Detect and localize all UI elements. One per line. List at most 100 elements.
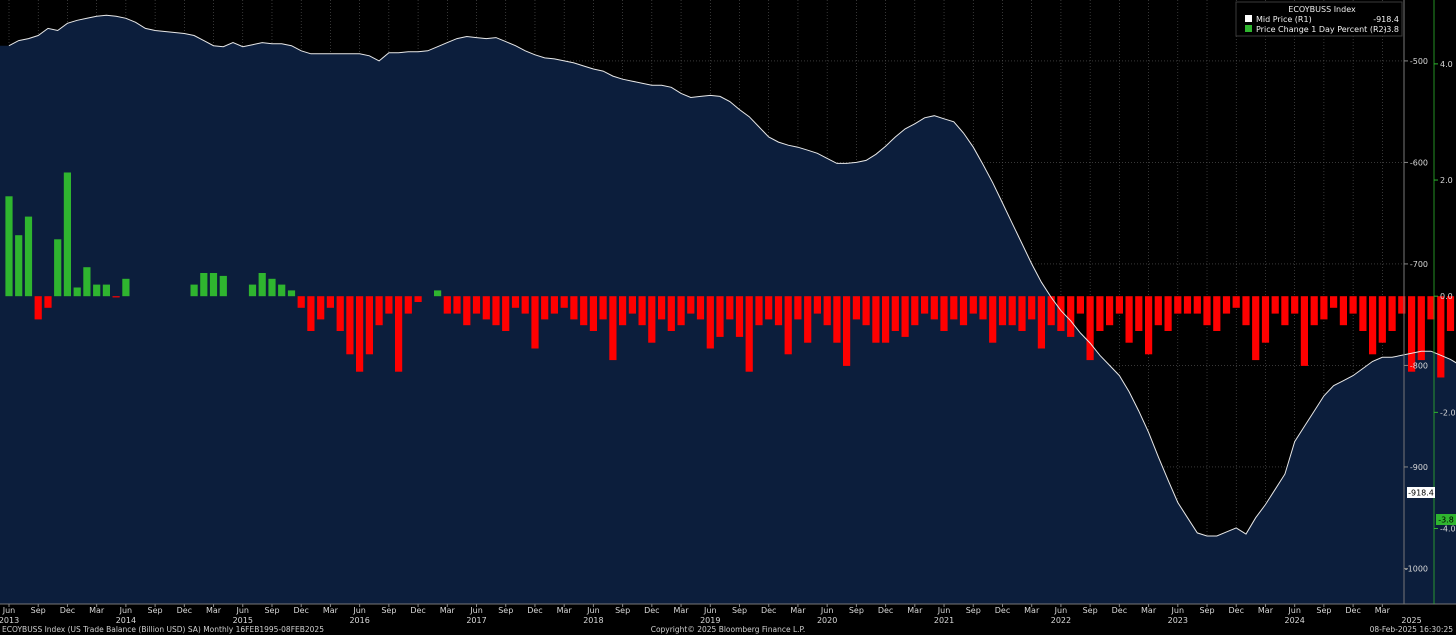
bar bbox=[443, 296, 451, 314]
bar bbox=[580, 296, 588, 326]
bar bbox=[599, 296, 607, 320]
bar bbox=[365, 296, 373, 355]
r1-tick-label: -500 bbox=[1410, 57, 1428, 66]
r1-tick-label: -700 bbox=[1410, 260, 1428, 269]
bar bbox=[1076, 296, 1084, 314]
legend-title: ECOYBUSS Index bbox=[1288, 5, 1356, 14]
x-tick-label: Dec bbox=[1345, 606, 1360, 615]
bar bbox=[1242, 296, 1250, 326]
x-tick-label: Jun bbox=[820, 606, 834, 615]
bar bbox=[463, 296, 471, 326]
r1-axis: -500 -600 -700 -800 -900 -1000 bbox=[1404, 57, 1428, 573]
x-tick-label: Mar bbox=[323, 606, 339, 615]
bar bbox=[794, 296, 802, 320]
x-year-label: 2022 bbox=[1051, 616, 1071, 625]
legend: ECOYBUSS Index Mid Price (R1) -918.4 Pri… bbox=[1235, 1, 1403, 37]
bar bbox=[570, 296, 578, 320]
bar bbox=[278, 284, 286, 297]
x-tick-label: Sep bbox=[1083, 606, 1098, 615]
bar bbox=[24, 216, 33, 297]
x-tick-label: Sep bbox=[148, 606, 163, 615]
last-change-badge: -3.8 bbox=[1436, 514, 1456, 525]
x-tick-label: Jun bbox=[1287, 606, 1301, 615]
bar bbox=[852, 296, 860, 320]
x-tick-label: Dec bbox=[878, 606, 893, 615]
bar bbox=[706, 296, 714, 349]
x-axis: Jun Sep Dec Mar Jun Sep Dec Mar Jun Sep Dec Mar Jun S… bbox=[0, 604, 1422, 625]
x-tick-label: Jun bbox=[1054, 606, 1068, 615]
bar bbox=[404, 296, 412, 314]
bar bbox=[93, 284, 101, 297]
bar bbox=[395, 296, 403, 372]
x-tick-label: Dec bbox=[293, 606, 308, 615]
bar bbox=[541, 296, 549, 320]
x-year-label: 2017 bbox=[466, 616, 486, 625]
x-tick-label: Mar bbox=[440, 606, 456, 615]
bar bbox=[44, 296, 52, 308]
bar bbox=[774, 296, 783, 326]
bar bbox=[1145, 296, 1153, 355]
bar bbox=[1359, 296, 1367, 331]
x-tick-label: Jun bbox=[469, 606, 483, 615]
footer-source: ECOYBUSS Index (US Trade Balance (Billio… bbox=[2, 625, 324, 634]
bar bbox=[862, 296, 870, 326]
bar bbox=[930, 296, 938, 320]
mid-price-line bbox=[8, 14, 1456, 537]
x-tick-label: Mar bbox=[1141, 606, 1157, 615]
bar bbox=[813, 296, 821, 314]
bar bbox=[716, 296, 724, 337]
bar bbox=[112, 296, 120, 298]
last-price-badge: -918.4 bbox=[1407, 487, 1435, 498]
bar bbox=[658, 296, 666, 320]
bar bbox=[969, 296, 977, 314]
bar bbox=[609, 296, 617, 361]
legend-swatch-mid-price bbox=[1245, 15, 1252, 22]
footer-copyright: Copyright© 2025 Bloomberg Finance L.P. bbox=[651, 625, 806, 634]
bar bbox=[34, 296, 42, 320]
bar bbox=[638, 296, 646, 326]
bar bbox=[550, 296, 558, 314]
x-tick-label: Mar bbox=[790, 606, 806, 615]
bar bbox=[804, 296, 812, 343]
bar bbox=[979, 296, 987, 320]
bar bbox=[1437, 296, 1445, 378]
r2-tick-label: 2.0 bbox=[1440, 176, 1453, 185]
x-tick-label: Sep bbox=[381, 606, 396, 615]
bar bbox=[326, 296, 334, 308]
bar bbox=[63, 172, 71, 297]
bar bbox=[521, 296, 529, 314]
bar bbox=[200, 273, 208, 297]
r2-tick-label: -4.0 bbox=[1440, 525, 1456, 534]
bar bbox=[1330, 296, 1338, 308]
bar bbox=[1174, 296, 1182, 314]
bar bbox=[1369, 296, 1377, 355]
bar bbox=[784, 296, 792, 355]
bar bbox=[1028, 296, 1036, 320]
bar bbox=[1018, 296, 1026, 331]
bar bbox=[122, 278, 130, 297]
bar bbox=[1086, 296, 1094, 361]
bar bbox=[1252, 296, 1260, 361]
x-tick-label: Jun bbox=[2, 606, 16, 615]
x-tick-label: Dec bbox=[995, 606, 1010, 615]
r1-tick-label: -600 bbox=[1410, 158, 1428, 167]
x-year-label: 2016 bbox=[349, 616, 369, 625]
last-price-label: -918.4 bbox=[1408, 489, 1434, 498]
bar bbox=[297, 296, 305, 308]
legend-box bbox=[1235, 1, 1403, 37]
x-tick-label: Jun bbox=[236, 606, 250, 615]
bar bbox=[667, 296, 675, 331]
bar bbox=[619, 296, 627, 326]
bar bbox=[1310, 296, 1318, 326]
bar bbox=[317, 296, 325, 320]
bar bbox=[1320, 296, 1328, 320]
x-tick-label: Jun bbox=[1171, 606, 1185, 615]
bar bbox=[1427, 296, 1435, 320]
bar bbox=[1271, 296, 1279, 314]
bar bbox=[696, 296, 705, 320]
x-tick-label: Dec bbox=[410, 606, 425, 615]
bar bbox=[911, 296, 919, 326]
x-year-label: 2018 bbox=[583, 616, 603, 625]
r2-axis: 4.0 2.0 0.0 -2.0 -4.0 bbox=[1433, 0, 1456, 604]
